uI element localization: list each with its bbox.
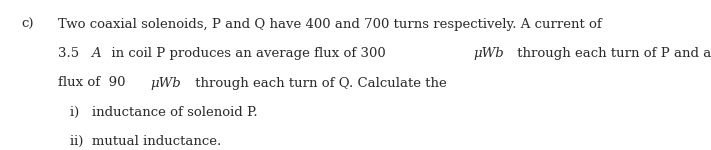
Text: μWb: μWb [151,76,181,90]
Text: in coil P produces an average flux of 300: in coil P produces an average flux of 30… [104,47,390,60]
Text: 3.5: 3.5 [58,47,84,60]
Text: c): c) [21,18,34,31]
Text: flux of  90: flux of 90 [58,76,130,90]
Text: i)   inductance of solenoid P.: i) inductance of solenoid P. [70,106,257,119]
Text: μWb: μWb [474,47,505,60]
Text: through each turn of Q. Calculate the: through each turn of Q. Calculate the [191,76,447,90]
Text: Two coaxial solenoids, P and Q have 400 and 700 turns respectively. A current of: Two coaxial solenoids, P and Q have 400 … [58,18,602,31]
Text: ii)  mutual inductance.: ii) mutual inductance. [70,135,221,148]
Text: through each turn of P and average: through each turn of P and average [513,47,711,60]
Text: A: A [91,47,101,60]
